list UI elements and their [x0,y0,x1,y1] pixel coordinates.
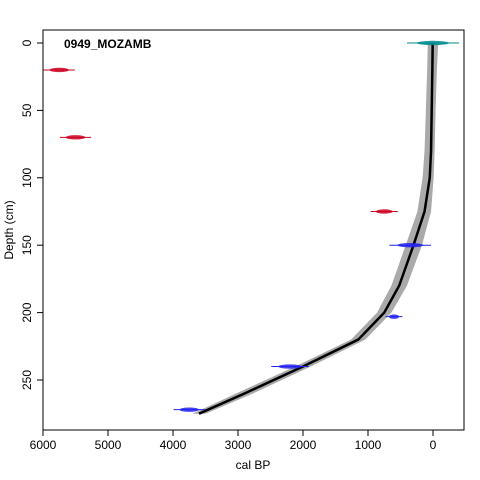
date-marker [407,40,459,46]
age-model-confidence-band [192,43,439,414]
x-tick-label: 6000 [30,438,57,452]
date-probability-blob [397,243,424,248]
y-tick-label: 250 [20,370,34,390]
y-axis: 0 50 100 150 200 250 [20,39,43,390]
y-tick-label: 100 [20,167,34,187]
y-tick-label: 0 [20,39,34,46]
date-probability-blob [278,364,302,369]
date-marker [389,243,432,248]
y-tick-label: 150 [20,235,34,255]
plot-title: 0949_MOZAMB [64,37,152,51]
date-marker [385,314,403,319]
y-tick-label: 200 [20,302,34,322]
confidence-band-layer [192,43,439,414]
date-marker [271,364,309,369]
x-tick-label: 5000 [95,438,122,452]
date-marker [370,209,398,214]
x-tick-label: 2000 [290,438,317,452]
date-probability-blob [65,135,86,140]
dates-layer [43,40,459,412]
date-probability-blob [375,209,393,214]
x-axis: 6000 5000 4000 3000 2000 1000 0 [30,430,437,452]
plot-frame [42,29,465,431]
date-probability-blob [179,407,199,412]
x-axis-title: cal BP [236,458,271,472]
date-marker [59,135,92,140]
x-tick-label: 3000 [225,438,252,452]
y-axis-title: Depth (cm) [2,200,16,259]
date-probability-blob [49,67,69,73]
x-tick-label: 4000 [160,438,187,452]
y-tick-label: 50 [20,103,34,117]
date-probability-blob [388,314,400,319]
date-marker [43,67,75,73]
date-probability-blob [416,40,450,46]
x-tick-label: 1000 [355,438,382,452]
x-tick-label: 0 [430,438,437,452]
date-marker [173,407,205,412]
